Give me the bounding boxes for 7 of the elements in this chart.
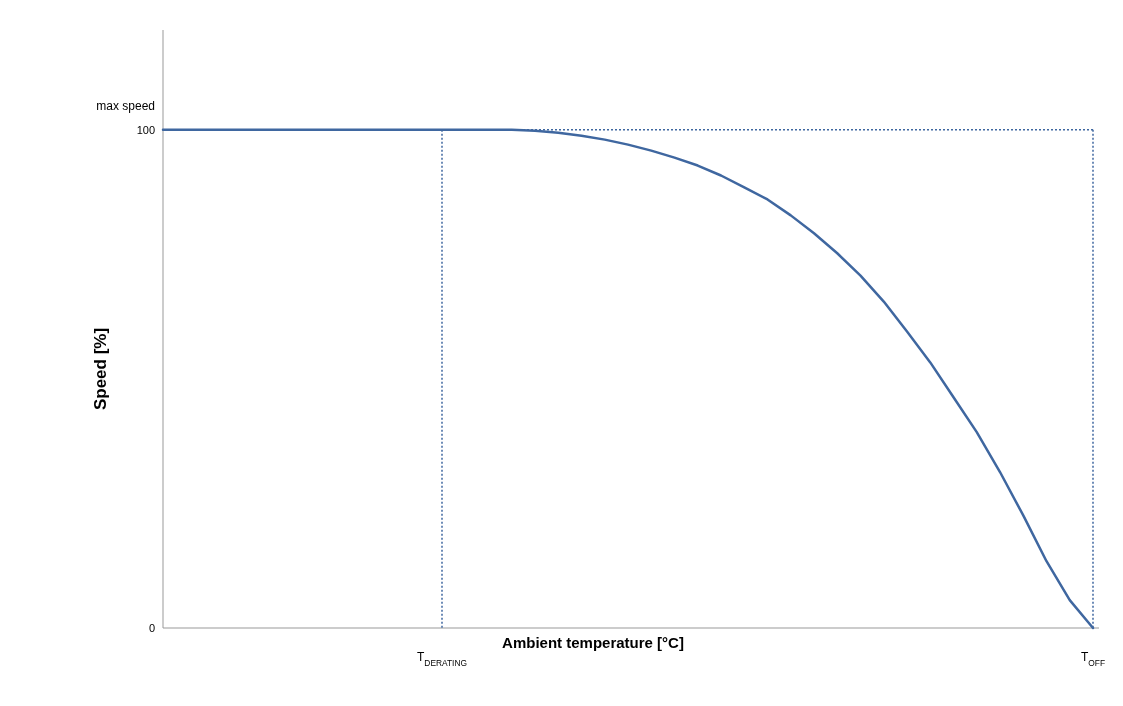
text: max speed [96,98,155,113]
x-tick-label: T$_{DERATING}$ [417,650,467,668]
y-tick-label: 100 [136,123,155,136]
y-axis-title: Speed [%] [91,327,110,411]
x-axis-title: Ambient temperature [°C] [502,634,684,651]
y-tick-label: 0 [148,622,155,634]
x-tick-label: T$_{OFF}$ [1080,650,1106,668]
